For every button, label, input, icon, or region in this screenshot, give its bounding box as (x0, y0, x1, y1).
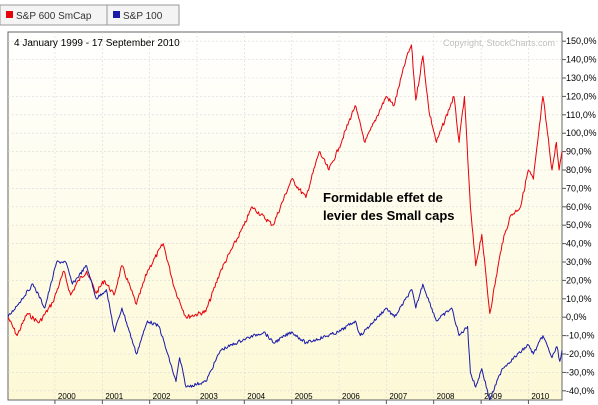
x-tick-label: 2003 (200, 392, 218, 401)
x-tick-label: 2009 (484, 392, 502, 401)
series-line-smallcap (7, 44, 563, 337)
y-tick-label: 90,0% (566, 147, 592, 157)
y-tick-label: 120,0% (566, 91, 597, 101)
x-axis: 2000 2001 2002 2003 2004 2005 2006 2007 2008 2009… (54, 392, 550, 404)
y-tick-label: -10,0% (566, 331, 595, 341)
y-tick-label: 50,0% (566, 220, 592, 230)
legend-swatch-sp100 (113, 11, 120, 18)
y-tick-label: 60,0% (566, 202, 592, 212)
legend: S&P 600 SmCap S&P 100 (0, 4, 180, 26)
y-tick-label: 80,0% (566, 165, 592, 175)
y-tick-label: 20,0% (566, 275, 592, 285)
x-tick-label: 2010 (531, 392, 549, 401)
y-tick-label: 40,0% (566, 239, 592, 249)
annotation-line-2: levier des Small caps (323, 208, 455, 223)
x-tick-label: 2004 (247, 392, 265, 401)
y-tick-label: 100,0% (566, 128, 597, 138)
series-lines (7, 44, 563, 401)
y-tick-label: 30,0% (566, 257, 592, 267)
x-tick-label: 2000 (58, 392, 76, 401)
series-line-sp100 (7, 260, 563, 401)
x-tick-label: 2006 (342, 392, 360, 401)
copyright-label: Copyright, StockCharts.com (443, 38, 555, 48)
plot-area (7, 31, 563, 401)
y-tick-label: 140,0% (566, 55, 597, 65)
x-tick-label: 2001 (105, 392, 123, 401)
y-tick-label: 0,0% (566, 312, 587, 322)
y-tick-label: -40,0% (566, 386, 595, 396)
x-tick-label: 2007 (389, 392, 407, 401)
legend-tab-sp100 (106, 4, 180, 26)
y-tick-label: -30,0% (566, 367, 595, 377)
y-axis: -40,0% -30,0% -20,0% -10,0% 0,0% 10,0% 20,0% 30… (562, 36, 597, 396)
legend-label-sp100: S&P 100 (123, 11, 163, 22)
legend-label-smallcap: S&P 600 SmCap (16, 11, 92, 22)
y-tick-label: 70,0% (566, 183, 592, 193)
date-range-label: 4 January 1999 - 17 September 2010 (14, 38, 180, 49)
y-tick-label: 150,0% (566, 36, 597, 46)
x-tick-label: 2008 (437, 392, 455, 401)
y-tick-label: 10,0% (566, 294, 592, 304)
legend-swatch-smallcap (6, 11, 13, 18)
y-tick-label: -20,0% (566, 349, 595, 359)
x-tick-label: 2002 (153, 392, 171, 401)
y-tick-label: 110,0% (566, 110, 596, 120)
annotation-line-1: Formidable effet de (323, 190, 443, 205)
x-tick-label: 2005 (295, 392, 313, 401)
y-tick-label: 130,0% (566, 73, 597, 83)
